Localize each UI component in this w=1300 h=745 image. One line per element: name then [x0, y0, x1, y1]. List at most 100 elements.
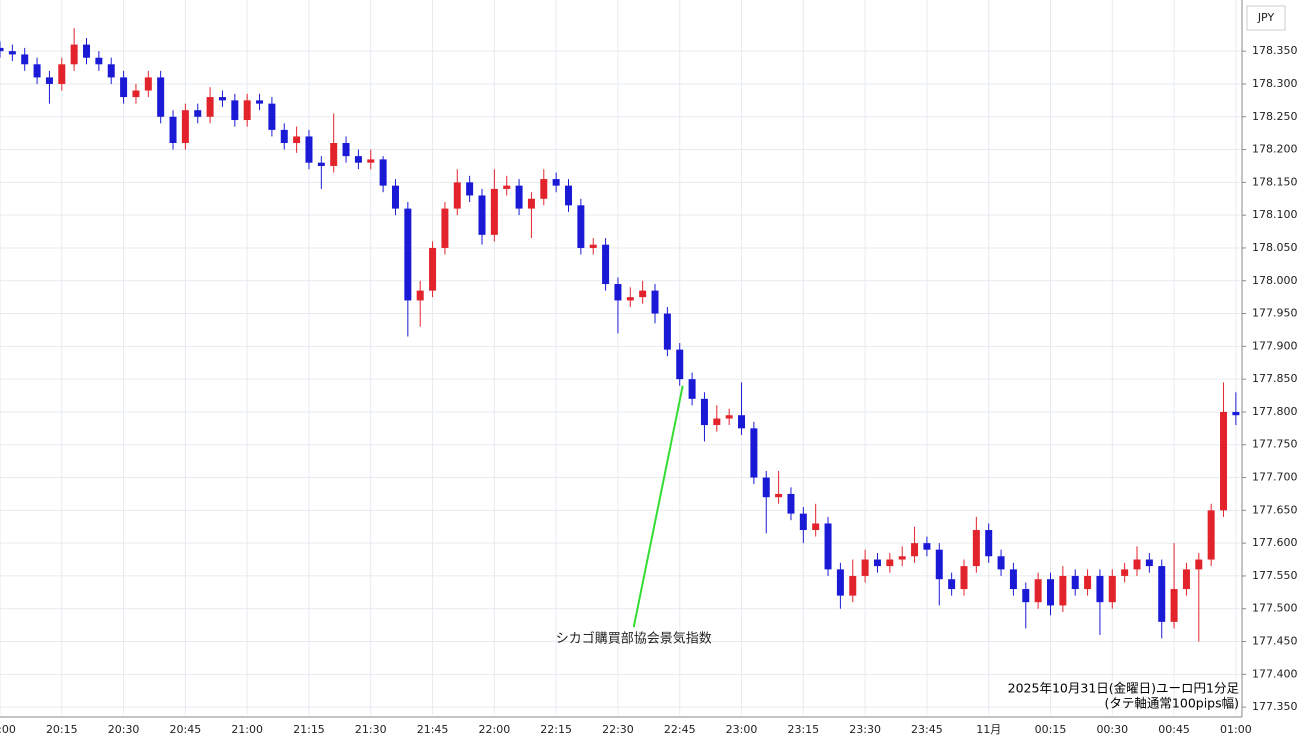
candle-body [1022, 589, 1030, 603]
x-tick-label: 00:15 [1035, 723, 1067, 736]
x-tick-label: 23:45 [911, 723, 943, 736]
candle-body [873, 559, 881, 567]
candle-body [194, 110, 202, 117]
y-tick-label: 178.250 [1252, 110, 1298, 123]
candle-body [725, 415, 733, 419]
y-tick-label: 177.650 [1252, 503, 1298, 516]
candle-body [515, 185, 523, 209]
candle-body [923, 543, 931, 550]
candle-body [1232, 411, 1240, 416]
y-tick-label: 178.100 [1252, 208, 1298, 221]
candle-body [626, 297, 634, 301]
candle-body [1084, 575, 1092, 590]
candle-body [849, 575, 857, 596]
candle-body [1207, 510, 1215, 560]
candle-body [1182, 569, 1190, 590]
candle-body [861, 559, 869, 576]
candle-body [58, 64, 66, 84]
candle-body [83, 44, 91, 58]
candle-body [478, 195, 486, 235]
candle-body [490, 188, 498, 235]
x-tick-label: 22:30 [602, 723, 634, 736]
candle-body [540, 179, 548, 199]
candle-body [354, 156, 362, 163]
candle-body [886, 559, 894, 567]
grid [0, 0, 1240, 715]
candle-body [577, 205, 585, 248]
x-tick-label: 23:15 [787, 723, 819, 736]
x-tick-label: 00:30 [1096, 723, 1128, 736]
candle-body [1158, 566, 1166, 622]
y-tick-label: 178.300 [1252, 77, 1298, 90]
candle-body [317, 162, 325, 166]
candle-body [762, 477, 770, 498]
candle-body [589, 244, 597, 248]
y-tick-label: 178.350 [1252, 44, 1298, 57]
candle-body [169, 116, 177, 143]
candle-body [688, 379, 696, 399]
y-tick-label: 177.850 [1252, 372, 1298, 385]
candle-body [824, 523, 832, 570]
candle-body [416, 290, 424, 301]
candle-body [404, 208, 412, 301]
y-tick-label: 177.350 [1252, 700, 1298, 713]
y-tick-label: 178.200 [1252, 143, 1298, 156]
candle-body [45, 77, 53, 84]
y-tick-label: 177.550 [1252, 569, 1298, 582]
candle-body [218, 97, 226, 101]
candle-body [1170, 589, 1178, 622]
candle-body [21, 54, 29, 65]
x-tick-label: 21:30 [355, 723, 387, 736]
y-tick-label: 177.700 [1252, 471, 1298, 484]
candle-body [0, 47, 4, 52]
x-tick-label: 23:00 [726, 723, 758, 736]
y-tick-label: 177.500 [1252, 602, 1298, 615]
candle-body [8, 51, 16, 55]
candle-body [1133, 559, 1141, 570]
candle-body [379, 159, 387, 186]
y-tick-label: 177.750 [1252, 438, 1298, 451]
candle-body [1220, 411, 1228, 511]
candle-body [305, 136, 313, 163]
candle-body [775, 493, 783, 498]
x-tick-label: 00:45 [1158, 723, 1190, 736]
candle-body [527, 198, 535, 209]
y-tick-label: 178.150 [1252, 175, 1298, 188]
candle-body [144, 77, 152, 91]
candle-body [181, 110, 189, 143]
candle-body [268, 103, 276, 130]
x-tick-label: 20:45 [170, 723, 202, 736]
candle-body [503, 185, 511, 189]
candle-body [1195, 559, 1203, 570]
x-tick-label: 20:00 [0, 723, 16, 736]
y-tick-label: 178.050 [1252, 241, 1298, 254]
y-tick-label: 177.800 [1252, 405, 1298, 418]
candle-body [367, 159, 375, 163]
candle-body [330, 143, 338, 166]
candle-body [960, 566, 968, 590]
y-tick-label: 177.600 [1252, 536, 1298, 549]
candle-body [1145, 559, 1153, 567]
candle-body [972, 530, 980, 567]
candle-body [676, 349, 684, 380]
candle-body [1009, 569, 1017, 590]
candle-body [948, 579, 956, 590]
currency-box [1246, 5, 1286, 31]
x-tick-label: 21:15 [293, 723, 325, 736]
candle-body [836, 569, 844, 596]
candle-body [1059, 575, 1067, 606]
candle-body [750, 428, 758, 478]
x-tick-label: 20:30 [108, 723, 140, 736]
annotation-text: シカゴ購買部協会景気指数 [556, 631, 712, 647]
candle-body [812, 523, 820, 531]
candle-body [787, 493, 795, 514]
x-tick-label: 11月 [976, 723, 1001, 736]
candle-body [1046, 579, 1054, 606]
candle-body [602, 244, 610, 285]
candle-body [1108, 575, 1116, 603]
candle-body [1096, 575, 1104, 603]
candle-body [453, 182, 461, 209]
candle-body [157, 77, 165, 117]
y-tick-label: 177.450 [1252, 635, 1298, 648]
x-tick-label: 23:30 [849, 723, 881, 736]
